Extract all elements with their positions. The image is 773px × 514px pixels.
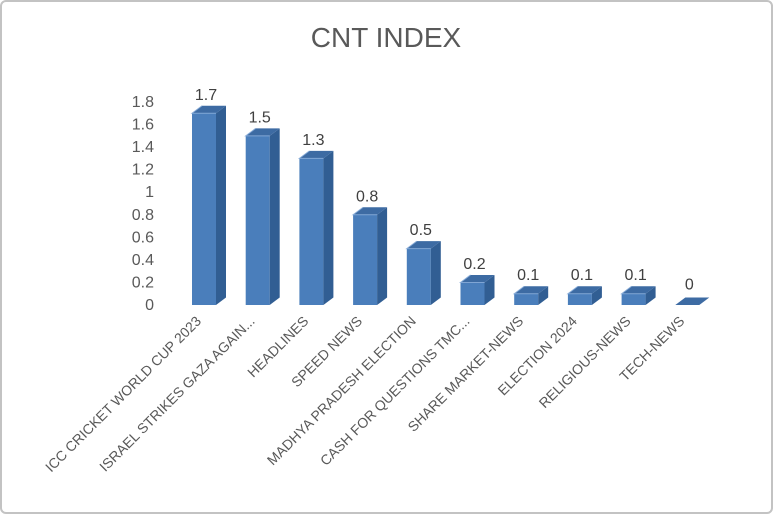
- bar-edge-highlight: [351, 206, 378, 216]
- data-label: 1.7: [195, 87, 217, 104]
- bar-side-face: [269, 128, 280, 305]
- bar-top-face: [567, 286, 602, 294]
- bar-edge-highlight: [566, 285, 592, 295]
- y-tick-label: 1: [145, 184, 154, 201]
- bar-side-face: [484, 274, 495, 305]
- bar-front-face: [621, 293, 646, 305]
- bar-front-face: [460, 282, 485, 305]
- bar-side-face: [430, 241, 441, 305]
- bar-side-face: [377, 207, 388, 305]
- data-label: 0: [685, 277, 694, 294]
- bar-front-face: [353, 214, 378, 305]
- bar-side-face: [216, 105, 226, 306]
- bar-side-face: [538, 286, 549, 305]
- y-tick-label: 1.6: [132, 117, 154, 134]
- bar-edge-highlight: [244, 127, 270, 137]
- bar-top-face: [192, 105, 226, 114]
- y-tick-label: 1.2: [132, 162, 154, 179]
- data-label: 0.1: [571, 267, 593, 284]
- y-tick-label: 0.6: [132, 229, 154, 246]
- y-tick-label: 1.4: [132, 139, 154, 156]
- chart-title: CNT INDEX: [311, 22, 462, 53]
- data-label: 0.1: [624, 267, 646, 284]
- bar-top-face: [675, 297, 710, 305]
- bar-edge-highlight: [620, 285, 646, 295]
- y-tick-label: 0: [145, 297, 154, 314]
- bar-top-face: [406, 241, 441, 249]
- bar-side-face: [323, 150, 334, 305]
- data-label: 0.1: [517, 267, 539, 284]
- bar-side-face: [591, 286, 602, 305]
- data-label: 0.2: [463, 256, 485, 273]
- bar-edge-highlight: [190, 105, 216, 114]
- bar-front-face: [514, 293, 539, 305]
- y-tick-label: 0.4: [132, 252, 154, 269]
- y-tick-label: 0.2: [132, 274, 154, 291]
- bar-front-face: [245, 135, 270, 305]
- data-label: 0.8: [356, 188, 378, 205]
- bar-edge-highlight: [297, 150, 324, 159]
- bar-top-face: [299, 150, 334, 159]
- data-label: 1.5: [249, 109, 271, 126]
- y-tick-label: 0.8: [132, 207, 154, 224]
- bar-front-face: [567, 293, 592, 305]
- bar-front-face: [299, 158, 324, 305]
- bar-top-face: [621, 286, 656, 294]
- bar-edge-highlight: [512, 285, 539, 295]
- bar-top-face: [245, 128, 280, 136]
- bar-edge-highlight: [405, 240, 431, 250]
- bar-top-face: [514, 286, 549, 294]
- category-label: RELIGIOUS-NEWS: [535, 313, 633, 411]
- bar-top-face: [460, 274, 495, 283]
- data-label: 0.5: [410, 222, 432, 239]
- bar-side-face: [645, 286, 656, 305]
- bar-front-face: [406, 248, 431, 305]
- data-label: 1.3: [302, 132, 324, 149]
- y-tick-label: 1.8: [132, 94, 154, 111]
- bar-top-face: [353, 207, 388, 215]
- bar-edge-highlight: [459, 274, 485, 283]
- bar-front-face: [192, 113, 216, 306]
